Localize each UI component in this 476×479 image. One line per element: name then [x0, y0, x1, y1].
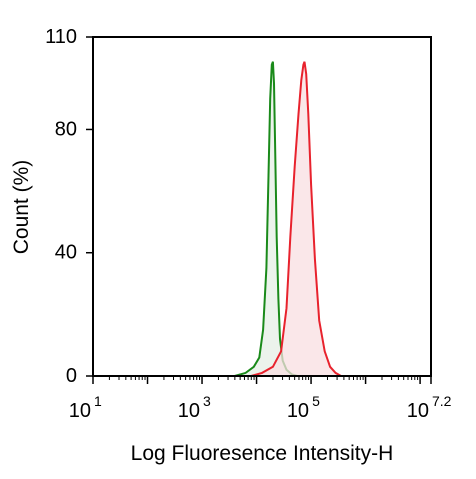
y-tick-label: 80	[55, 118, 77, 140]
plot-frame	[92, 36, 432, 377]
x-tick-label-exp: 5	[312, 393, 320, 409]
y-tick-label: 40	[55, 242, 77, 264]
series-layer	[234, 61, 342, 377]
x-tick-label-exp: 7.2	[432, 393, 452, 409]
y-axis-title: Count (%)	[10, 160, 33, 255]
y-axis: 0 40 80 110	[45, 26, 93, 387]
series-2-line	[250, 61, 342, 377]
x-tick-label-base: 10	[178, 400, 200, 422]
x-tick-label-exp: 3	[203, 393, 211, 409]
x-axis-title: Log Fluoresence Intensity-H	[131, 442, 394, 465]
series-1-fill	[234, 61, 298, 376]
y-tick-label: 0	[66, 365, 77, 387]
x-axis: 10 1 10 3 10 5 10 7.2	[69, 376, 452, 422]
y-tick-label: 110	[45, 26, 77, 48]
x-tick-label-base: 10	[287, 400, 309, 422]
series-2-fill	[251, 61, 341, 376]
x-tick-label-base: 10	[407, 400, 429, 422]
x-tick-label-exp: 1	[94, 393, 102, 409]
x-tick-label-base: 10	[69, 400, 91, 422]
